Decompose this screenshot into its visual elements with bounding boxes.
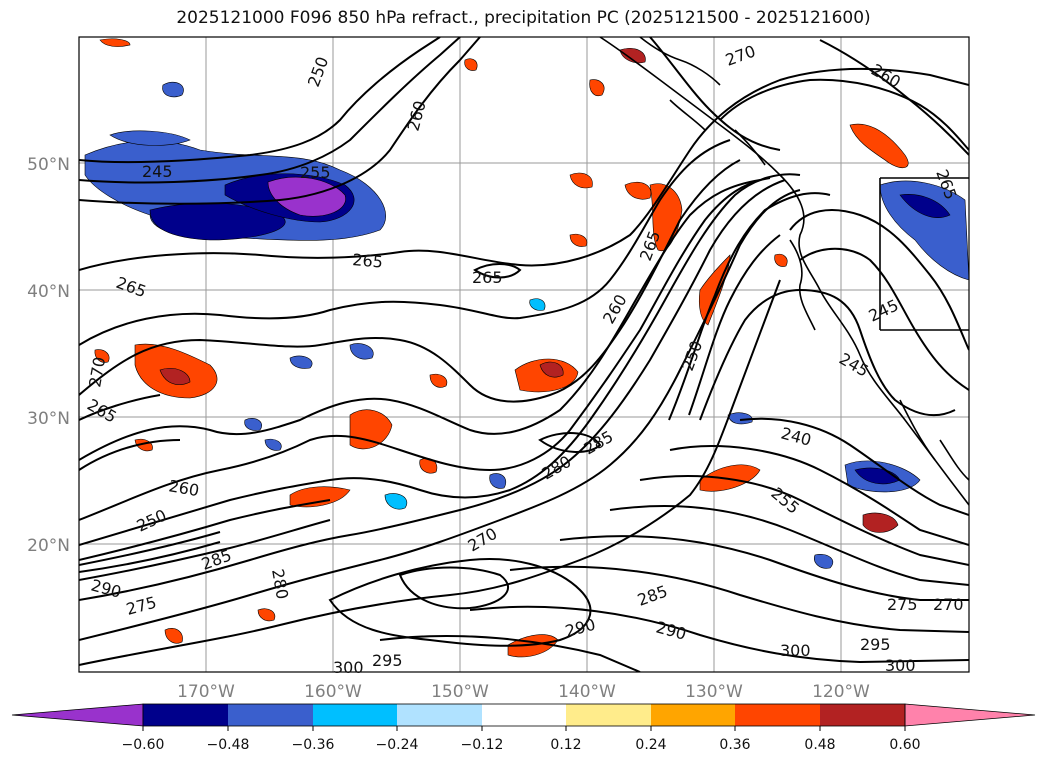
contour-label: 300 — [333, 658, 364, 677]
contour-label: 265 — [472, 268, 503, 287]
colorbar-segment — [566, 704, 651, 726]
lat-tick-label: 20°N — [27, 536, 70, 556]
map-panel — [79, 37, 969, 672]
colorbar-tick-label: −0.36 — [292, 737, 335, 753]
colorbar-segment — [228, 704, 313, 726]
contour-label: 265 — [352, 250, 384, 272]
colorbar-tick-label: 0.24 — [635, 737, 666, 753]
contour-label: 295 — [860, 635, 891, 654]
colorbar-segment — [820, 704, 905, 726]
lon-tick-label: 170°W — [177, 682, 235, 702]
contour-label: 270 — [933, 595, 964, 614]
lon-tick-label: 150°W — [431, 682, 489, 702]
colorbar-segment — [397, 704, 482, 726]
colorbar-tick-label: 0.12 — [550, 737, 581, 753]
colorbar: −0.60 −0.48 −0.36 −0.24 −0.12 0.12 0.24 … — [11, 703, 1036, 753]
colorbar-extend-min — [11, 703, 144, 727]
colorbar-tick-label: 0.60 — [889, 737, 920, 753]
map-title: 2025121000 F096 850 hPa refract., precip… — [176, 8, 871, 28]
contour-label: 300 — [885, 656, 916, 675]
lat-tick-label: 50°N — [27, 155, 70, 175]
colorbar-tick-label: −0.24 — [376, 737, 419, 753]
lon-tick-label: 120°W — [812, 682, 870, 702]
lat-tick-label: 40°N — [27, 282, 70, 302]
contour-label: 255 — [300, 163, 331, 182]
lon-tick-label: 140°W — [558, 682, 616, 702]
latitude-axis: 50°N 40°N 30°N 20°N — [27, 155, 70, 556]
colorbar-segment — [482, 704, 566, 726]
colorbar-extend-max — [904, 703, 1036, 727]
contour-label: 245 — [142, 162, 173, 181]
colorbar-tick-label: −0.12 — [461, 737, 504, 753]
contour-label: 295 — [372, 651, 403, 670]
map-frame — [78, 36, 970, 673]
colorbar-tick-label: −0.60 — [122, 737, 165, 753]
colorbar-tick-label: 0.36 — [719, 737, 750, 753]
colorbar-tick-label: −0.48 — [207, 737, 250, 753]
lon-tick-label: 160°W — [304, 682, 362, 702]
precip-negative-fills — [84, 81, 969, 569]
longitude-axis: 170°W 160°W 150°W 140°W 130°W 120°W — [177, 682, 870, 702]
colorbar-segment — [313, 704, 397, 726]
colorbar-segment — [651, 704, 735, 726]
colorbar-tick-label: 0.48 — [804, 737, 835, 753]
contour-label: 275 — [887, 595, 918, 614]
colorbar-segment — [143, 704, 228, 726]
contour-label: 300 — [780, 641, 811, 660]
coastlines — [599, 37, 969, 506]
colorbar-segment — [735, 704, 820, 726]
lon-tick-label: 130°W — [685, 682, 743, 702]
refractivity-contours — [79, 37, 969, 672]
lat-tick-label: 30°N — [27, 409, 70, 429]
